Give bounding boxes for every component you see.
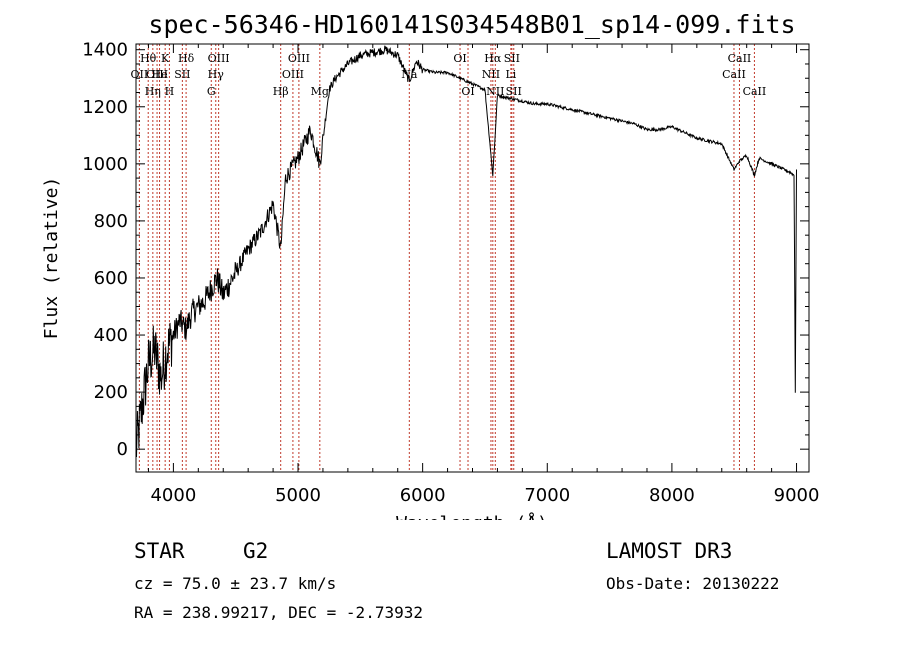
y-axis: 0 200 400 600 800 1000 1200 1400 bbox=[82, 40, 809, 460]
x-axis-label: Wavelength (Å) bbox=[396, 512, 548, 520]
x-tick-label: 6000 bbox=[400, 485, 446, 506]
y-tick-label: 200 bbox=[94, 382, 128, 403]
line-label: K bbox=[161, 52, 170, 65]
line-label: NII bbox=[482, 68, 500, 81]
line-label: OI bbox=[453, 52, 466, 65]
line-label: CaII bbox=[728, 52, 752, 65]
line-label: OIII bbox=[208, 52, 230, 65]
line-label: OI bbox=[461, 85, 474, 98]
line-label: SII bbox=[506, 85, 522, 98]
line-label: Hη bbox=[145, 85, 161, 98]
line-label: CaII bbox=[743, 85, 767, 98]
line-label: SII bbox=[504, 52, 520, 65]
plot-frame bbox=[135, 43, 810, 473]
x-tick-label: 9000 bbox=[774, 485, 820, 506]
y-tick-label: 1000 bbox=[82, 154, 128, 175]
line-label: Hθ bbox=[140, 52, 157, 65]
line-label: NII bbox=[486, 85, 504, 98]
spectrum-chart: spec-56346-HD160141S034548B01_sp14-099.f… bbox=[41, 10, 820, 520]
object-subclass: G2 bbox=[243, 539, 269, 563]
line-label: OIII bbox=[282, 68, 304, 81]
chart-title: spec-56346-HD160141S034548B01_sp14-099.f… bbox=[148, 10, 795, 39]
x-tick-label: 7000 bbox=[524, 485, 570, 506]
x-axis: 4000 5000 6000 7000 8000 9000 bbox=[147, 44, 820, 506]
line-label: G bbox=[207, 85, 216, 98]
line-label: OIII bbox=[288, 52, 310, 65]
y-tick-label: 400 bbox=[94, 325, 128, 346]
line-label: Hγ bbox=[208, 68, 225, 81]
x-tick-label: 8000 bbox=[649, 485, 695, 506]
x-tick-label: 5000 bbox=[275, 485, 321, 506]
y-tick-label: 1400 bbox=[82, 40, 128, 61]
y-axis-label: Flux (relative) bbox=[41, 177, 62, 340]
line-label: Li bbox=[505, 68, 516, 81]
spectrum-series bbox=[135, 45, 797, 458]
y-tick-label: 0 bbox=[117, 439, 128, 460]
line-label: Hβ bbox=[273, 85, 289, 98]
line-label: SII bbox=[174, 68, 190, 81]
observation-date: Obs-Date: 20130222 bbox=[606, 574, 780, 593]
line-label: Mg bbox=[311, 85, 329, 98]
line-label: Hα bbox=[484, 52, 502, 65]
y-tick-label: 1200 bbox=[82, 97, 128, 118]
line-label: CaII bbox=[722, 68, 746, 81]
object-class: STAR bbox=[134, 539, 185, 563]
line-markers bbox=[138, 44, 755, 472]
line-label: Hδ bbox=[178, 52, 195, 65]
x-tick-label: 4000 bbox=[150, 485, 196, 506]
line-label: OIII bbox=[146, 68, 168, 81]
spectrum-line bbox=[135, 45, 797, 458]
coordinates: RA = 238.99217, DEC = -2.73932 bbox=[134, 603, 423, 622]
y-tick-label: 600 bbox=[94, 268, 128, 289]
line-label: OII bbox=[131, 68, 149, 81]
line-label: H bbox=[165, 85, 175, 98]
y-tick-label: 800 bbox=[94, 211, 128, 232]
line-label: He bbox=[152, 68, 168, 81]
survey-name: LAMOST DR3 bbox=[606, 539, 733, 563]
redshift-velocity: cz = 75.0 ± 23.7 km/s bbox=[134, 574, 337, 593]
